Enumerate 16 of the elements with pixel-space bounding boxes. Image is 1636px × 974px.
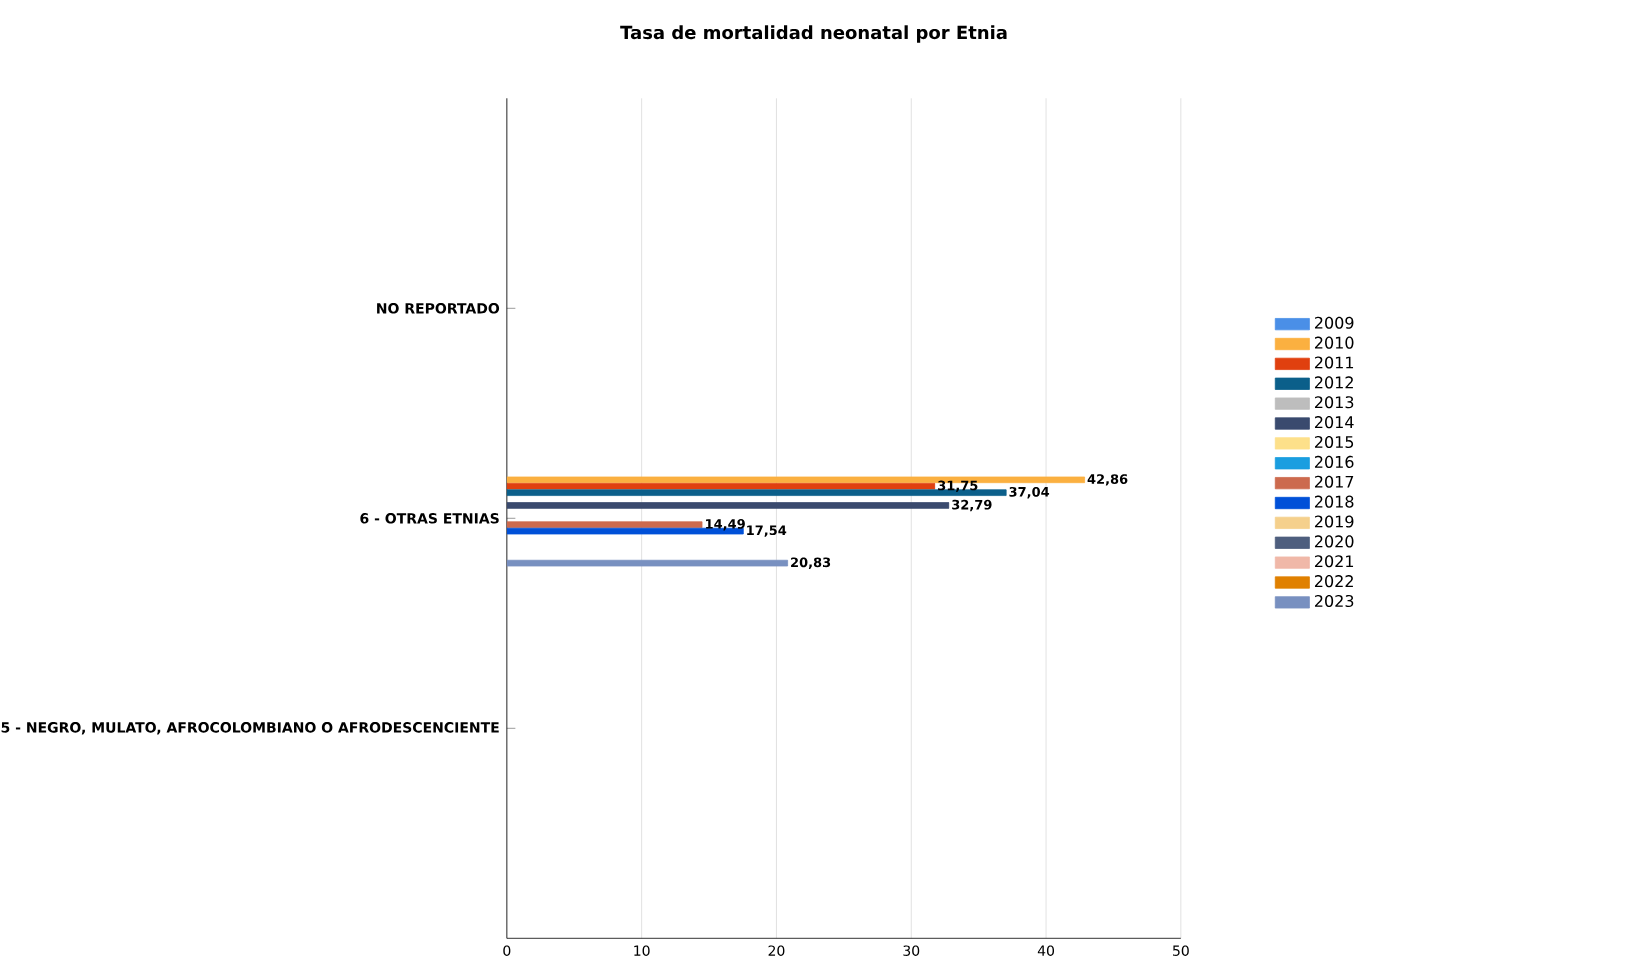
legend-label: 2019	[1314, 515, 1354, 528]
legend-label: 2023	[1314, 594, 1354, 608]
legend-label: 2013	[1314, 396, 1354, 409]
legend-label: 2021	[1314, 555, 1354, 568]
legend-label: 2022	[1314, 575, 1353, 588]
legend-label: 2009	[1314, 316, 1354, 329]
legend-label: 2017	[1314, 475, 1354, 488]
legend-label: 2010	[1314, 336, 1354, 349]
chart-title: Tasa de mortalidad neonatal por Etnia	[620, 25, 1007, 43]
legend-label: 2012	[1314, 376, 1353, 389]
legend-label: 2018	[1314, 495, 1354, 508]
legend-label: 2015	[1314, 435, 1354, 449]
legend-label: 2011	[1314, 356, 1354, 369]
legend-label: 2014	[1314, 416, 1354, 429]
legend-label: 2020	[1314, 535, 1354, 548]
legend-label: 2016	[1314, 455, 1354, 468]
